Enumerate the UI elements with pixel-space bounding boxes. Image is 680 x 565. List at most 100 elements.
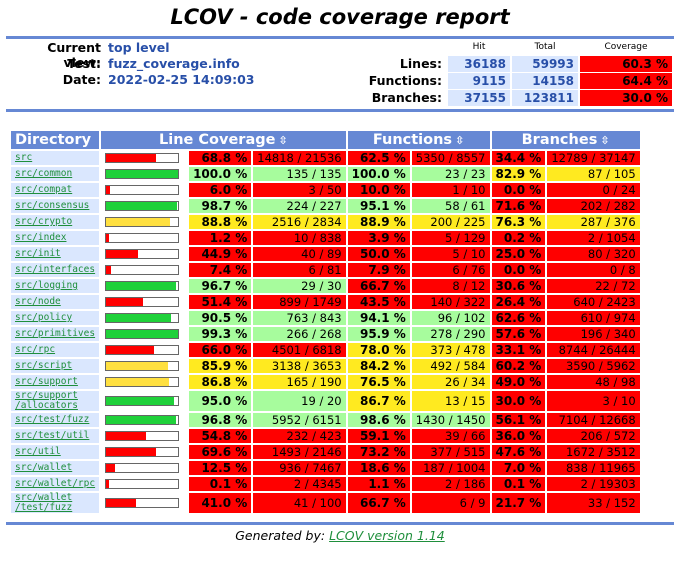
directory-link[interactable]: src/compat: [15, 184, 73, 195]
directory-link[interactable]: src/consensus: [15, 200, 90, 211]
coverage-bar: [105, 265, 180, 275]
coverage-bar: [105, 217, 180, 227]
bottom-rule: [6, 522, 674, 525]
directory-link[interactable]: src/crypto: [15, 216, 73, 227]
coverage-bar: [105, 396, 180, 406]
branches-count: 202 / 282: [547, 199, 640, 213]
table-row: src/wallet/rpc 0.1 % 2 / 4345 1.1 % 2 / 186 0…: [11, 477, 640, 491]
summary-total-header: Total: [534, 42, 556, 52]
branches-count: 838 / 11965: [547, 461, 640, 475]
table-row: src 68.8 % 14818 / 21536 62.5 % 5350 / 8557 3…: [11, 151, 640, 165]
directory-link[interactable]: src/wallet: [15, 462, 73, 473]
directory-link[interactable]: src/primitives: [15, 328, 96, 339]
coverage-bar-cell: [101, 295, 188, 309]
directory-link[interactable]: src/logging: [15, 280, 78, 291]
branches-percent: 30.0 %: [491, 391, 546, 411]
directory-link[interactable]: src/rpc: [15, 344, 56, 355]
directory-cell: src/index: [11, 231, 100, 245]
branches-percent: 21.7 %: [491, 493, 546, 513]
branches-count: 196 / 340: [547, 327, 640, 341]
table-row: src/node 51.4 % 899 / 1749 43.5 % 140 / 322 2…: [11, 295, 640, 309]
line-coverage-count: 763 / 843: [253, 311, 346, 325]
sort-icon[interactable]: ⇳: [600, 134, 610, 147]
lcov-version-link[interactable]: LCOV version 1.14: [329, 528, 445, 543]
summary-coverage: 64.4 %: [580, 73, 672, 89]
functions-header[interactable]: Functions ⇳: [347, 131, 490, 149]
sort-icon[interactable]: ⇳: [278, 134, 288, 147]
coverage-bar-fill: [106, 154, 156, 162]
directory-link[interactable]: src: [15, 152, 33, 163]
coverage-bar-fill: [106, 464, 116, 472]
branches-header[interactable]: Branches ⇳: [491, 131, 640, 149]
current-view-link[interactable]: top level: [108, 40, 170, 55]
summary-total: 123811: [512, 90, 578, 106]
directory-link[interactable]: src/script: [15, 360, 73, 371]
coverage-bar-fill: [106, 448, 157, 456]
directory-link[interactable]: src/interfaces: [15, 264, 96, 275]
directory-link[interactable]: src/common: [15, 168, 73, 179]
directory-cell: src: [11, 151, 100, 165]
line-coverage-percent: 99.3 %: [189, 327, 252, 341]
coverage-bar-cell: [101, 327, 188, 341]
branches-percent: 47.6 %: [491, 445, 546, 459]
coverage-bar-fill: [106, 218, 170, 226]
summary-label: Branches:: [371, 90, 442, 105]
directory-link[interactable]: src/node: [15, 296, 61, 307]
line-coverage-count: 4501 / 6818: [253, 343, 346, 357]
directory-link[interactable]: src/test/fuzz: [15, 414, 90, 425]
directory-link[interactable]: src/test/util: [15, 430, 90, 441]
branches-count: 2 / 19303: [547, 477, 640, 491]
coverage-bar: [105, 281, 180, 291]
directory-link[interactable]: src/wallet/rpc: [15, 478, 96, 489]
branches-percent: 0.1 %: [491, 477, 546, 491]
branches-percent: 49.0 %: [491, 375, 546, 389]
functions-count: 13 / 15: [411, 391, 490, 411]
coverage-bar: [105, 431, 180, 441]
directory-header[interactable]: Directory: [11, 131, 100, 149]
line-coverage-percent: 41.0 %: [189, 493, 252, 513]
directory-cell: src/primitives: [11, 327, 100, 341]
coverage-bar: [105, 447, 180, 457]
branches-percent: 71.6 %: [491, 199, 546, 213]
line-coverage-count: 40 / 89: [253, 247, 346, 261]
coverage-bar-cell: [101, 359, 188, 373]
summary-hit: 9115: [448, 73, 510, 89]
branches-count: 8744 / 26444: [547, 343, 640, 357]
functions-count: 492 / 584: [411, 359, 490, 373]
directory-link[interactable]: src/util: [15, 446, 61, 457]
table-row: src/interfaces 7.4 % 6 / 81 7.9 % 6 / 76 0.0 …: [11, 263, 640, 277]
functions-count: 6 / 76: [411, 263, 490, 277]
table-row: src/wallet/test/fuzz 41.0 % 41 / 100 66.7 %…: [11, 493, 640, 513]
directory-link[interactable]: src/support/allocators: [15, 390, 78, 411]
directory-link[interactable]: src/init: [15, 248, 61, 259]
functions-count: 5350 / 8557: [411, 151, 490, 165]
line-coverage-percent: 95.0 %: [189, 391, 252, 411]
directory-cell: src/util: [11, 445, 100, 459]
functions-count: 39 / 66: [411, 429, 490, 443]
summary-total: 59993: [512, 56, 578, 72]
coverage-bar-cell: [101, 263, 188, 277]
branches-count: 610 / 974: [547, 311, 640, 325]
functions-percent: 1.1 %: [347, 477, 410, 491]
directory-link[interactable]: src/wallet/test/fuzz: [15, 492, 73, 513]
branches-count: 640 / 2423: [547, 295, 640, 309]
line-coverage-header[interactable]: Line Coverage ⇳: [101, 131, 346, 149]
branches-count: 3 / 10: [547, 391, 640, 411]
branches-percent: 0.0 %: [491, 263, 546, 277]
line-coverage-count: 19 / 20: [253, 391, 346, 411]
coverage-bar-cell: [101, 493, 188, 513]
directory-link[interactable]: src/policy: [15, 312, 73, 323]
coverage-bar-cell: [101, 461, 188, 475]
functions-count: 1 / 10: [411, 183, 490, 197]
functions-percent: 18.6 %: [347, 461, 410, 475]
directory-link[interactable]: src/support: [15, 376, 78, 387]
functions-percent: 78.0 %: [347, 343, 410, 357]
directory-link[interactable]: src/index: [15, 232, 67, 243]
line-coverage-count: 232 / 423: [253, 429, 346, 443]
summary-coverage: 30.0 %: [580, 90, 672, 106]
coverage-bar-cell: [101, 199, 188, 213]
table-row: src/init 44.9 % 40 / 89 50.0 % 5 / 10 25.0 % 8…: [11, 247, 640, 261]
sort-icon[interactable]: ⇳: [455, 134, 465, 147]
coverage-bar-fill: [106, 186, 111, 194]
coverage-bar-cell: [101, 279, 188, 293]
